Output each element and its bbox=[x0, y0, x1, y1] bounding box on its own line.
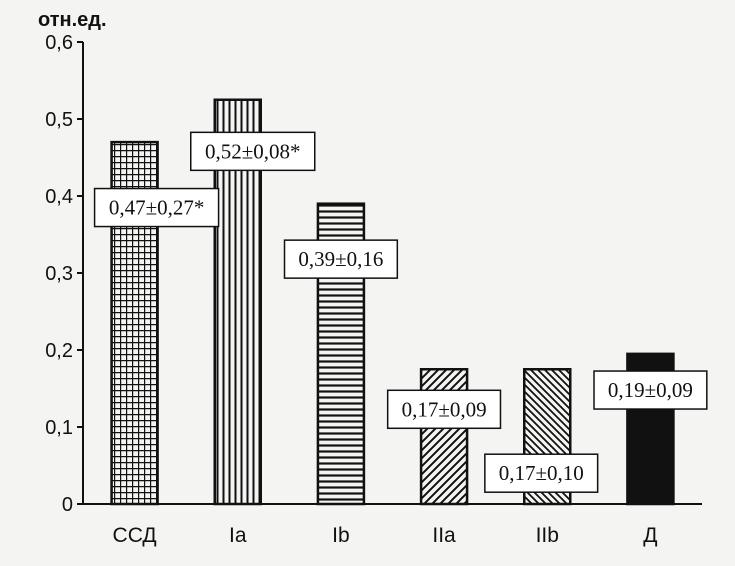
data-label-box bbox=[93, 187, 220, 228]
y-axis-unit-label: отн.ед. bbox=[38, 9, 107, 31]
data-label-box bbox=[386, 389, 502, 430]
y-tick-label: 0,4 bbox=[45, 186, 73, 208]
x-category-label: ССД bbox=[113, 524, 157, 547]
x-category-label: Ib bbox=[332, 524, 350, 547]
x-category-label: IIa bbox=[432, 524, 456, 547]
x-category-label: Ia bbox=[229, 524, 247, 547]
y-tick-label: 0,3 bbox=[45, 263, 73, 285]
data-label: 0,19±0,09 bbox=[608, 378, 693, 402]
y-tick-label: 0,6 bbox=[45, 32, 73, 54]
data-label: 0,47±0,27* bbox=[109, 196, 205, 220]
data-label-box bbox=[593, 370, 708, 410]
data-label: 0,39±0,16 bbox=[298, 247, 383, 271]
data-label-box bbox=[190, 131, 316, 172]
data-label-box bbox=[484, 453, 599, 493]
x-category-label: Д bbox=[643, 524, 657, 547]
data-label-box bbox=[283, 239, 399, 279]
x-category-label: IIb bbox=[536, 524, 559, 547]
y-tick-label: 0,5 bbox=[45, 109, 73, 131]
y-tick-label: 0,2 bbox=[45, 340, 73, 362]
data-label: 0,17±0,09 bbox=[402, 397, 487, 421]
axes: 0 0,1 0,2 0,3 0,4 0,5 0,6 ССД Ia Ib IIa IIb Д bbox=[45, 32, 702, 547]
data-label: 0,17±0,10 bbox=[499, 461, 584, 485]
y-tick-label: 0 bbox=[62, 494, 73, 516]
y-tick-label: 0,1 bbox=[45, 417, 73, 439]
data-labels: 0,47±0,27* 0,52±0,08* 0,39±0,16 0,17±0,09 0,… bbox=[93, 131, 708, 493]
bar-4 bbox=[419, 368, 469, 506]
data-label: 0,52±0,08* bbox=[205, 139, 301, 163]
